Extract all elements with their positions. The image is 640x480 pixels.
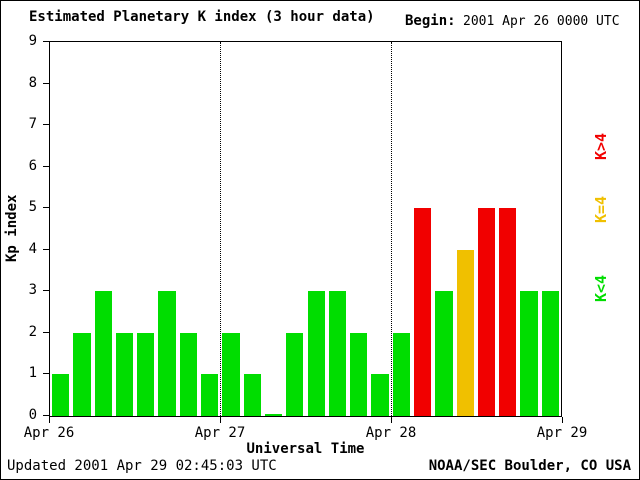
kp-bar-9 <box>243 374 261 416</box>
plot-area <box>49 41 562 417</box>
kp-bar-8 <box>222 332 240 416</box>
x-tick-mark <box>562 417 563 423</box>
x-tick-mark <box>220 417 221 423</box>
x-tick-label-apr-29: Apr 29 <box>536 425 588 441</box>
kp-bar-1 <box>73 332 91 416</box>
y-tick-label-9: 9 <box>28 33 37 49</box>
kp-bar-21 <box>499 208 517 416</box>
legend-item-eq4: K=4 <box>592 195 610 223</box>
legend-item-gt4: K>4 <box>592 132 610 160</box>
y-tick-label-2: 2 <box>28 323 37 340</box>
day-boundary-line-apr-28 <box>390 42 392 416</box>
x-tick-label-apr-27: Apr 27 <box>194 425 246 441</box>
x-axis-title: Universal Time <box>246 441 365 457</box>
kp-bar-23 <box>541 291 559 416</box>
y-tick-mark <box>43 331 49 333</box>
y-tick-label-4: 4 <box>28 240 37 257</box>
kp-bar-10 <box>264 414 283 416</box>
kp-bar-19 <box>456 249 474 416</box>
kp-bar-0 <box>52 374 70 416</box>
kp-bar-20 <box>477 208 496 416</box>
x-tick-label-apr-28: Apr 28 <box>365 425 417 441</box>
y-tick-label-8: 8 <box>28 74 37 91</box>
legend-item-lt4: K<4 <box>592 274 610 302</box>
kp-bar-12 <box>307 291 325 416</box>
updated-timestamp: Updated 2001 Apr 29 02:45:03 UTC <box>7 458 277 474</box>
day-boundary-line-apr-27 <box>220 42 222 416</box>
y-tick-label-6: 6 <box>28 157 37 174</box>
kp-bar-5 <box>158 291 176 416</box>
y-axis: 0 1 2 3 4 5 6 7 8 9 <box>1 33 49 423</box>
y-tick-label-0: 0 <box>28 407 37 423</box>
x-tick-label-apr-26: Apr 26 <box>23 425 75 441</box>
source-attribution: NOAA/SEC Boulder, CO USA <box>428 458 631 474</box>
y-tick-mark <box>43 41 49 42</box>
y-tick-mark <box>43 124 49 126</box>
x-axis: Apr 26 Apr 27 Apr 28 Apr 29 <box>24 417 587 455</box>
y-tick-label-5: 5 <box>28 199 37 216</box>
y-tick-mark <box>43 290 49 292</box>
y-tick-mark <box>43 165 49 167</box>
y-tick-label-7: 7 <box>28 116 37 133</box>
kp-bar-11 <box>286 332 304 416</box>
y-tick-mark <box>43 207 49 209</box>
y-tick-label-3: 3 <box>28 282 37 299</box>
kp-bar-22 <box>520 291 538 416</box>
chart-title: Estimated Planetary K index (3 hour data… <box>29 9 375 25</box>
kp-bar-14 <box>350 332 368 416</box>
x-tick-mark <box>391 417 392 423</box>
kp-bar-7 <box>201 374 219 416</box>
kp-bar-3 <box>115 332 134 416</box>
y-tick-mark <box>43 248 49 250</box>
x-tick-mark <box>49 417 50 423</box>
begin-value: 2001 Apr 26 0000 UTC <box>463 14 620 29</box>
y-tick-mark <box>43 82 49 84</box>
begin-label: Begin: <box>405 13 456 29</box>
kp-bar-4 <box>137 332 155 416</box>
kp-bar-17 <box>413 208 432 416</box>
y-tick-mark <box>43 373 49 375</box>
kp-bar-2 <box>94 291 112 416</box>
y-tick-label-1: 1 <box>28 365 37 382</box>
kp-bar-13 <box>328 291 347 416</box>
kp-bar-15 <box>371 374 389 416</box>
kp-bar-18 <box>435 291 453 416</box>
kp-bar-6 <box>179 332 198 416</box>
kp-bar-16 <box>392 332 410 416</box>
y-tick-mark <box>43 415 49 416</box>
